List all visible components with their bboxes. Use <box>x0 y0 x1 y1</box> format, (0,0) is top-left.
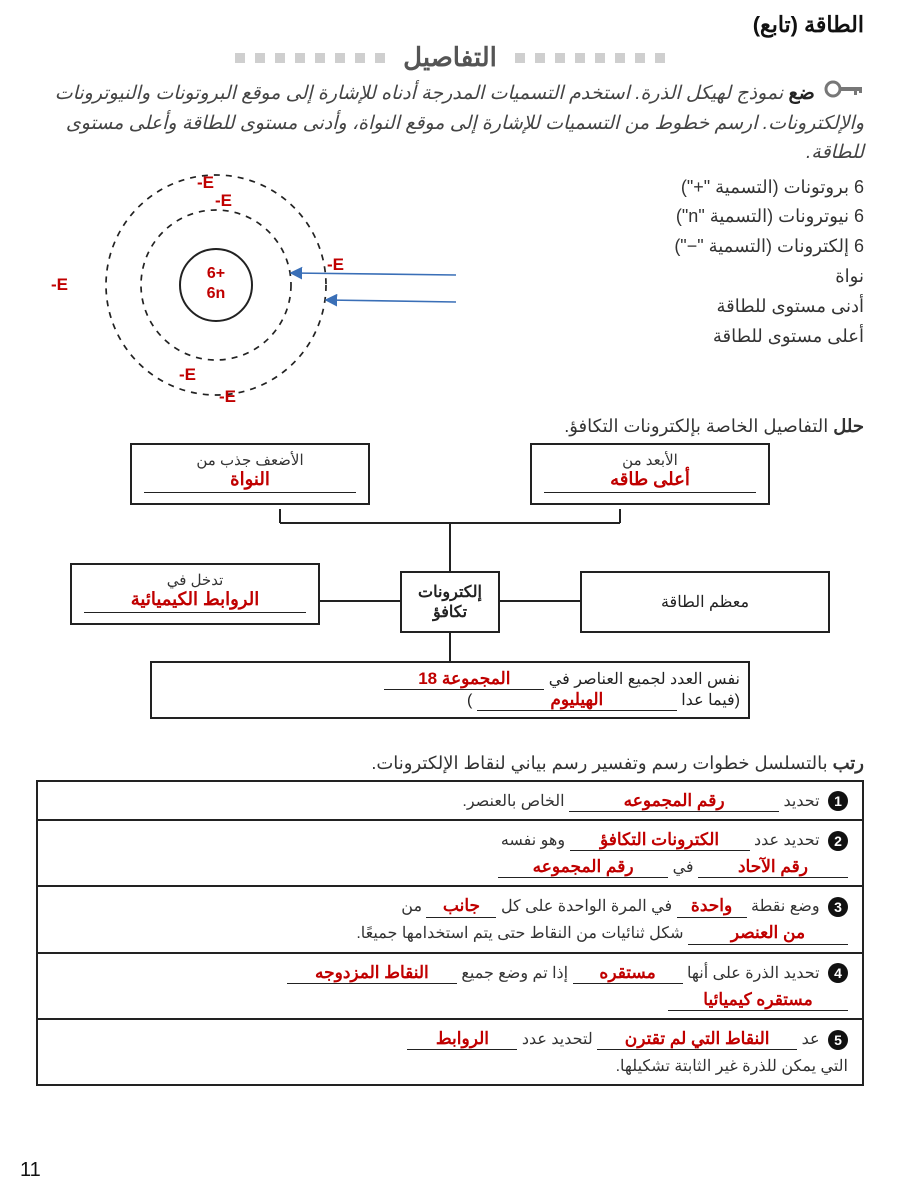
badge-2: 2 <box>828 831 848 851</box>
label-protons: 6 بروتونات (التسمية "+") <box>674 174 864 202</box>
page-header: الطاقة (تابع) <box>36 12 864 38</box>
worksheet-page: الطاقة (تابع) التفاصيل ضع نموذج لهيكل ال… <box>0 0 900 1200</box>
r3-mid2: من <box>401 898 422 915</box>
cm-bot-ans1: المجموعة 18 <box>384 669 544 690</box>
badge-1: 1 <box>828 791 848 811</box>
order-row-2: 2 تحديد عدد الكترونات التكافؤ وهو نفسه ر… <box>38 819 862 885</box>
cm-bot2-post: ) <box>467 692 472 709</box>
label-nucleus: نواة <box>674 263 864 291</box>
r3-ans2: جانب <box>426 896 496 917</box>
order-box: 1 تحديد رقم المجموعه الخاص بالعنصر. 2 تح… <box>36 780 864 1087</box>
label-low-level: أدنى مستوى للطاقة <box>674 293 864 321</box>
cm-top-right: الأبعد من أعلى طاقه <box>530 443 770 505</box>
e-label-6: E- <box>219 387 236 406</box>
r2-mid1: وهو نفسه <box>501 832 565 849</box>
cm-top-left-lbl: الأضعف جذب من <box>140 451 360 469</box>
order-row-1: 1 تحديد رقم المجموعه الخاص بالعنصر. <box>38 782 862 819</box>
badge-4: 4 <box>828 963 848 983</box>
label-high-level: أعلى مستوى للطاقة <box>674 323 864 351</box>
nucleus-n: 6n <box>207 285 226 302</box>
cm-top-right-ans: أعلى طاقه <box>540 469 760 490</box>
nucleus-plus: +6 <box>207 265 225 282</box>
r4-line2-ans: مستقره كيميائيا <box>668 990 848 1011</box>
r5-pre: عد <box>802 1031 820 1048</box>
instr-lead: ضع <box>788 83 814 104</box>
analyze-lead: حلل <box>833 416 864 436</box>
e-label-1: E- <box>197 173 214 192</box>
order-lead: رتب <box>833 753 864 773</box>
cm-top-right-lbl: الأبعد من <box>540 451 760 469</box>
analyze-text: التفاصيل الخاصة بإلكترونات التكافؤ. <box>564 416 833 436</box>
r1-pre: تحديد <box>784 793 820 810</box>
r5-post: التي يمكن للذرة غير الثابتة تشكيلها. <box>616 1058 848 1075</box>
concept-map: الأبعد من أعلى طاقه الأضعف جذب من النواة… <box>70 443 830 743</box>
r3-ans1: واحدة <box>677 896 747 917</box>
e-label-4: E- <box>51 275 68 294</box>
r1-post: الخاص بالعنصر. <box>462 793 564 810</box>
r4-ans1: مستقره <box>573 963 683 984</box>
arrow-high-level <box>326 300 456 302</box>
cm-right: معظم الطاقة <box>580 571 830 633</box>
atom-diagram-area: 6 بروتونات (التسمية "+") 6 نيوترونات (ال… <box>36 174 864 414</box>
r4-mid: إذا تم وضع جميع <box>461 965 568 982</box>
label-electrons: 6 إلكترونات (التسمية "−") <box>674 233 864 261</box>
e-label-3: E- <box>327 255 344 274</box>
r3-pre: وضع نقطة <box>751 898 820 915</box>
label-neutrons: 6 نيوترونات (التسمية "n") <box>674 203 864 231</box>
r2-ans1: الكترونات التكافؤ <box>570 830 750 851</box>
order-title: رتب بالتسلسل خطوات رسم وتفسير رسم بياني … <box>36 753 864 774</box>
r2-pre: تحديد عدد <box>754 832 820 849</box>
cm-left-lbl: تدخل في <box>80 571 310 589</box>
r3-mid1: في المرة الواحدة على كل <box>501 898 672 915</box>
order-row-3: 3 وضع نقطة واحدة في المرة الواحدة على كل… <box>38 885 862 951</box>
e-label-5: E- <box>179 365 196 384</box>
instr-text: نموذج لهيكل الذرة. استخدم التسميات المدر… <box>55 83 864 163</box>
e-label-2: E- <box>215 191 232 210</box>
r2-mid2: في <box>673 859 694 876</box>
r5-ans1: النقاط التي لم تقترن <box>597 1029 797 1050</box>
r3-line2-post: شكل ثنائيات من النقاط حتى يتم استخدامها … <box>356 925 683 942</box>
analyze-line: حلل التفاصيل الخاصة بإلكترونات التكافؤ. <box>36 416 864 437</box>
r1-ans: رقم المجموعه <box>569 791 779 812</box>
cm-left: تدخل في الروابط الكيميائية <box>70 563 320 625</box>
order-text: بالتسلسل خطوات رسم وتفسير رسم بياني لنقا… <box>371 753 832 773</box>
cm-bot-pre: نفس العدد لجميع العناصر في <box>549 671 740 688</box>
cm-center: إلكترونات تكافؤ <box>400 571 500 633</box>
atom-label-list: 6 بروتونات (التسمية "+") 6 نيوترونات (ال… <box>674 174 864 353</box>
cm-top-left-ans: النواة <box>140 469 360 490</box>
cm-bottom: نفس العدد لجميع العناصر في المجموعة 18 (… <box>150 661 750 720</box>
r2-ans2: رقم الآحاد <box>698 857 848 878</box>
r4-pre: تحديد الذرة على أنها <box>687 965 820 982</box>
order-row-4: 4 تحديد الذرة على أنها مستقره إذا تم وضع… <box>38 952 862 1018</box>
r4-ans2: النقاط المزدوجه <box>287 963 457 984</box>
r5-ans2: الروابط <box>407 1029 517 1050</box>
order-row-5: 5 عد النقاط التي لم تقترن لتحديد عدد الر… <box>38 1018 862 1084</box>
r3-line2-ans: من العنصر <box>688 923 848 944</box>
divider-dots: التفاصيل <box>36 42 864 73</box>
badge-5: 5 <box>828 1030 848 1050</box>
page-number: 11 <box>20 1159 41 1182</box>
cm-bot-ans2: الهيليوم <box>477 690 677 711</box>
badge-3: 3 <box>828 897 848 917</box>
key-icon <box>824 79 864 108</box>
atom-svg: +6 6n E- E- E- E- E- E- <box>26 170 456 410</box>
r2-ans3: رقم المجموعه <box>498 857 668 878</box>
r5-mid: لتحديد عدد <box>522 1031 593 1048</box>
arrow-low-level <box>291 273 456 275</box>
cm-top-left: الأضعف جذب من النواة <box>130 443 370 505</box>
instructions: ضع نموذج لهيكل الذرة. استخدم التسميات ال… <box>36 79 864 168</box>
cm-bot2-pre: (فيما عدا <box>681 692 740 709</box>
cm-left-ans: الروابط الكيميائية <box>80 589 310 610</box>
section-title: التفاصيل <box>395 42 505 73</box>
